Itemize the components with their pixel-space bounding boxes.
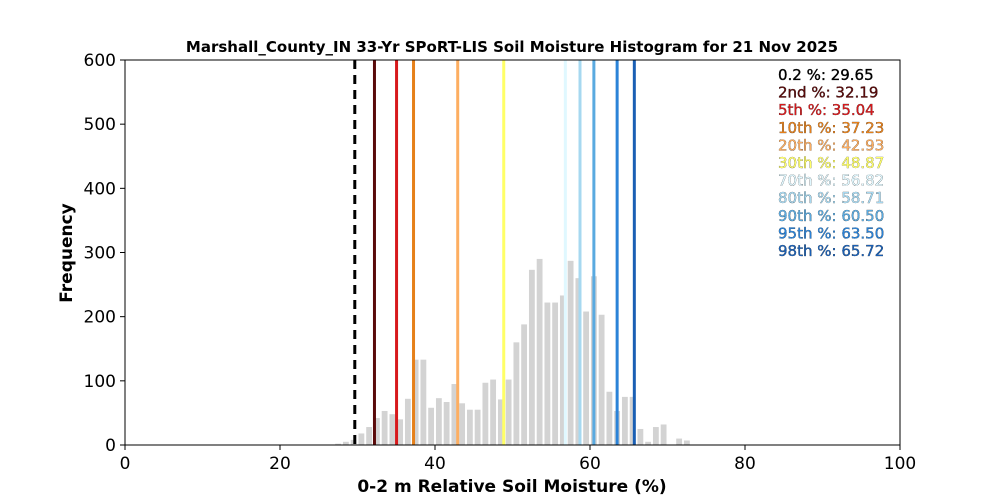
histogram-bar — [676, 438, 683, 445]
y-tick-label: 500 — [84, 115, 116, 135]
histogram-bar — [629, 396, 636, 446]
histogram-bar — [373, 418, 380, 445]
histogram-bar — [606, 391, 613, 445]
y-axis-label: Frequency — [57, 203, 77, 303]
x-tick-label: 60 — [579, 454, 601, 474]
histogram-bar — [505, 379, 512, 445]
histogram-bar — [559, 295, 566, 445]
percentile-legend-label: 10th %: 37.23 — [778, 119, 884, 137]
percentile-legend-label: 2nd %: 32.19 — [778, 84, 878, 102]
histogram-bar — [474, 409, 481, 445]
histogram-bar — [528, 269, 535, 445]
percentile-lines-layer — [353, 60, 636, 445]
histogram-bar — [404, 398, 411, 445]
y-tick-label: 400 — [84, 179, 116, 199]
y-tick-label: 600 — [84, 51, 116, 71]
histogram-bar — [435, 398, 442, 445]
x-tick-label: 0 — [120, 454, 131, 474]
percentile-legend-label: 0.2 %: 29.65 — [778, 66, 874, 84]
histogram-bar — [567, 260, 574, 445]
histogram-bar — [583, 311, 590, 445]
x-axis-ticks: 0 20 40 60 80 100 — [120, 445, 916, 474]
histogram-bar — [513, 342, 520, 445]
histogram-bar — [420, 359, 427, 445]
histogram-bar — [637, 428, 644, 445]
histogram-bar — [575, 278, 582, 445]
histogram-bar — [397, 419, 404, 445]
histogram-bar — [466, 409, 473, 445]
percentile-legend-label: 98th %: 65.72 — [778, 242, 884, 260]
histogram-bar — [459, 403, 466, 445]
histogram-bar — [490, 379, 497, 445]
histogram-bar — [443, 402, 450, 445]
histogram-bar — [389, 414, 396, 445]
x-tick-label: 80 — [734, 454, 756, 474]
histogram-bar — [521, 324, 528, 445]
histogram-bar — [428, 407, 435, 445]
histogram-bar — [412, 359, 419, 445]
x-tick-label: 100 — [884, 454, 916, 474]
y-tick-label: 300 — [84, 244, 116, 264]
percentile-legend-label: 95th %: 63.50 — [778, 224, 884, 242]
histogram-bar — [381, 410, 388, 445]
histogram-bar — [645, 441, 652, 445]
x-axis-label: 0-2 m Relative Soil Moisture (%) — [357, 477, 666, 497]
histogram-bar — [652, 427, 659, 445]
histogram-bar — [660, 424, 667, 445]
percentile-legend-label: 90th %: 60.50 — [778, 207, 884, 225]
histogram-bar — [335, 443, 342, 445]
histogram-bar — [451, 384, 458, 445]
histogram-bar — [366, 427, 373, 445]
bars-layer — [335, 258, 690, 446]
x-tick-label: 40 — [424, 454, 446, 474]
histogram-bar — [482, 382, 489, 445]
histogram-bar — [536, 258, 543, 445]
percentile-legend-label: 70th %: 56.82 — [778, 172, 884, 190]
y-axis-ticks: 0 100 200 300 400 500 600 — [84, 51, 125, 456]
histogram-bar — [552, 302, 559, 445]
histogram-bar — [497, 399, 504, 445]
percentile-legend-label: 80th %: 58.71 — [778, 189, 884, 207]
histogram-bar — [621, 396, 628, 446]
chart-title: Marshall_County_IN 33-Yr SPoRT-LIS Soil … — [186, 38, 838, 56]
histogram-bar — [598, 314, 605, 445]
histogram-bar — [342, 441, 349, 445]
percentile-legend-label: 30th %: 48.87 — [778, 154, 884, 172]
histogram-bar — [358, 433, 365, 445]
percentile-legend-label: 20th %: 42.93 — [778, 136, 884, 154]
histogram-bar — [683, 440, 690, 445]
x-tick-label: 20 — [269, 454, 291, 474]
histogram-bar — [544, 302, 551, 445]
y-tick-label: 0 — [105, 436, 116, 456]
y-tick-label: 100 — [84, 372, 116, 392]
y-tick-label: 200 — [84, 308, 116, 328]
percentile-legend-label: 5th %: 35.04 — [778, 101, 875, 119]
